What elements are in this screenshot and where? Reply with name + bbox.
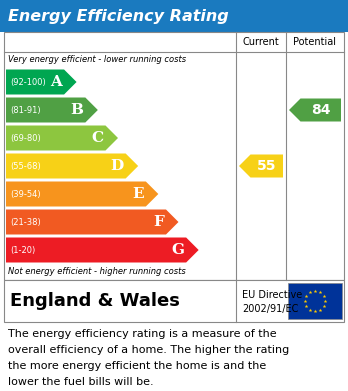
Text: the more energy efficient the home is and the: the more energy efficient the home is an… (8, 361, 266, 371)
Text: (92-100): (92-100) (10, 77, 46, 86)
Bar (0, 0, 348, 32)
Polygon shape (6, 97, 98, 122)
Text: EU Directive: EU Directive (242, 290, 302, 300)
Text: England & Wales: England & Wales (10, 292, 180, 310)
Text: 55: 55 (257, 159, 277, 173)
Text: F: F (153, 215, 164, 229)
Polygon shape (6, 210, 179, 235)
Text: A: A (50, 75, 62, 89)
Text: (1-20): (1-20) (10, 246, 35, 255)
Text: G: G (171, 243, 184, 257)
Text: Energy Efficiency Rating: Energy Efficiency Rating (8, 9, 229, 23)
Text: Not energy efficient - higher running costs: Not energy efficient - higher running co… (8, 267, 186, 276)
Text: (55-68): (55-68) (10, 161, 41, 170)
Text: 2002/91/EC: 2002/91/EC (242, 303, 298, 314)
Polygon shape (6, 126, 118, 151)
Text: C: C (92, 131, 103, 145)
Text: Current: Current (243, 37, 279, 47)
Bar (4, 280, 344, 322)
Polygon shape (6, 181, 158, 206)
Polygon shape (6, 237, 199, 262)
Polygon shape (6, 154, 138, 179)
Polygon shape (289, 99, 341, 122)
Text: (39-54): (39-54) (10, 190, 41, 199)
Text: 84: 84 (311, 103, 331, 117)
Text: D: D (110, 159, 124, 173)
Bar (4, 32, 344, 280)
Text: (69-80): (69-80) (10, 133, 41, 142)
Text: lower the fuel bills will be.: lower the fuel bills will be. (8, 377, 153, 387)
Text: The energy efficiency rating is a measure of the: The energy efficiency rating is a measur… (8, 329, 277, 339)
Polygon shape (6, 70, 77, 95)
Text: (81-91): (81-91) (10, 106, 41, 115)
Text: overall efficiency of a home. The higher the rating: overall efficiency of a home. The higher… (8, 345, 289, 355)
Text: B: B (70, 103, 83, 117)
Text: Potential: Potential (293, 37, 337, 47)
Text: (21-38): (21-38) (10, 217, 41, 226)
Text: Very energy efficient - lower running costs: Very energy efficient - lower running co… (8, 56, 186, 65)
Polygon shape (239, 154, 283, 178)
Text: E: E (132, 187, 144, 201)
Bar (288, 283, 342, 319)
